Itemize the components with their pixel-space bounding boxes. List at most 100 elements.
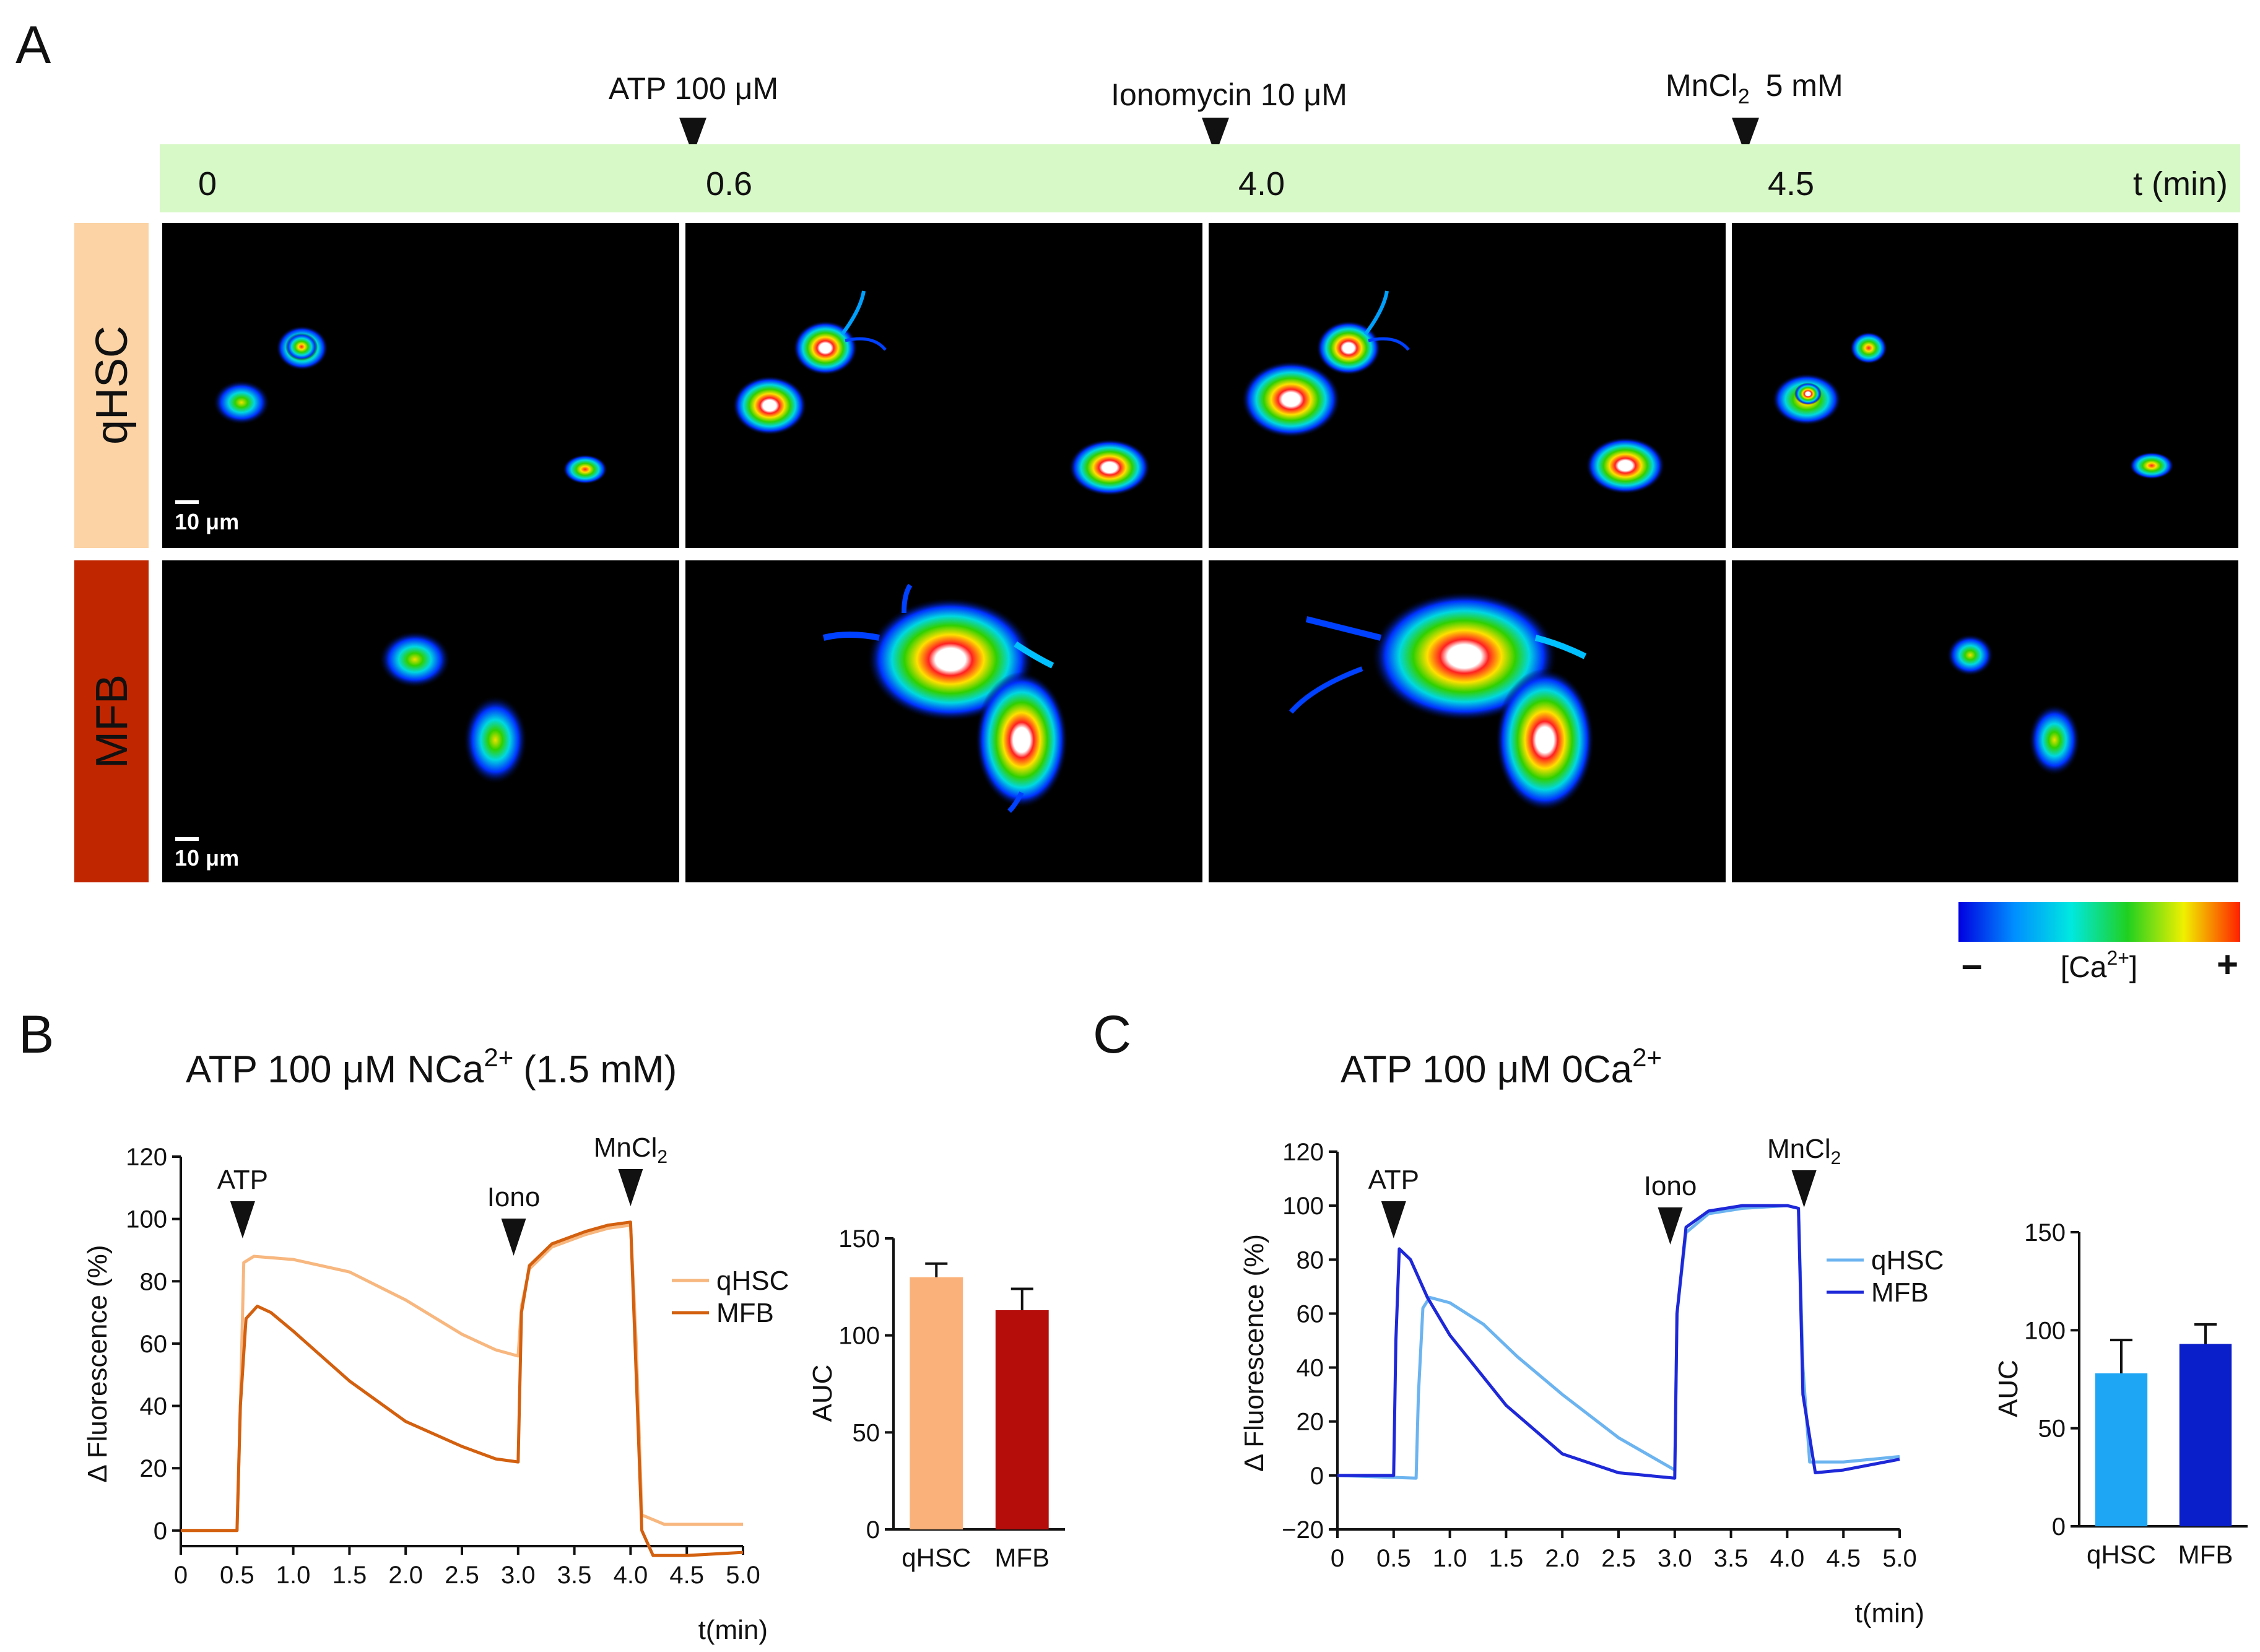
panel-b-title-sup: 2+: [484, 1043, 513, 1072]
panel-b-marker-label: MnCl2: [594, 1132, 667, 1167]
row-label-mfb: MFB: [87, 674, 137, 768]
timeline-tick-2: 4.0: [1238, 165, 1285, 202]
panel-b-y-tick-label: 20: [140, 1455, 168, 1482]
panel-c-series-mfb: [1337, 1204, 1900, 1480]
scalebar-mfb: 10 μm: [175, 845, 239, 871]
panel-b-series-qhsc: [181, 1224, 743, 1532]
colorbar-label-ca: [Ca: [2061, 951, 2107, 984]
panel-c-line-chart: 0 0.5 1.0 1.5 2.0 2.5 3.0 3.5 4.0 4.5 5.0 −20 0 20 40 6…: [1239, 1134, 1944, 1628]
panel-b-letter: B: [19, 1005, 54, 1064]
colorbar-minus: –: [1962, 944, 1982, 985]
panel-c-x-axis-label: t(min): [1855, 1598, 1924, 1628]
panel-b-auc-y-axis-label: AUC: [807, 1365, 838, 1422]
timeline-bar: [160, 144, 2240, 212]
row-label-qhsc: qHSC: [87, 326, 137, 445]
panel-b-marker-label: Iono: [487, 1182, 541, 1212]
panel-c-x-tick-label: 5.0: [1882, 1545, 1917, 1572]
panel-c-x-tick-label: 3.5: [1714, 1545, 1749, 1572]
panel-b-y-tick-label: 40: [140, 1393, 168, 1420]
panel-b-auc-y-tick-label: 100: [838, 1323, 880, 1350]
timeline-tick-3: 4.5: [1768, 165, 1814, 202]
panel-b-auc-bar-qhsc: [910, 1277, 963, 1529]
panel-c-marker-mncl-name: MnCl: [1767, 1134, 1831, 1164]
row-label-qhsc-bg: [74, 223, 149, 548]
panel-b-x-tick-label: 2.0: [388, 1562, 423, 1589]
panel-c-x-tick-label: 2.5: [1601, 1545, 1636, 1572]
panel-b-y-axis-label: Δ Fluorescence (%): [82, 1245, 113, 1483]
panel-b-series-mfb: [181, 1220, 744, 1557]
panel-b-auc-y-tick-label: 50: [853, 1419, 880, 1446]
image-qhsc-t45: [1732, 223, 2238, 548]
panel-b-auc-bar-mfb: [995, 1310, 1049, 1529]
panel-b-marker-label: ATP: [217, 1165, 268, 1195]
panel-b-x-axis-label: t(min): [698, 1615, 768, 1645]
timeline-unit: t (min): [2133, 165, 2228, 202]
panel-b-x-tick-label: 0: [174, 1562, 188, 1589]
treatment-iono-label: Ionomycin 10 μM: [1111, 77, 1347, 112]
panel-c-x-tick-label: 4.0: [1770, 1545, 1805, 1572]
panel-b-x-tick-label: 2.5: [445, 1562, 479, 1589]
treatment-atp-label: ATP 100 μM: [609, 71, 778, 106]
treatment-atp-arrow-icon: [679, 118, 706, 155]
panel-c-marker-label: Iono: [1644, 1171, 1697, 1201]
colorbar-label-sup: 2+: [2106, 947, 2129, 969]
panel-c-auc-category-label: MFB: [2178, 1540, 2233, 1569]
panel-b-title: ATP 100 μM NCa2+ (1.5 mM): [186, 1043, 677, 1091]
panel-b-x-tick-label: 4.5: [669, 1562, 704, 1589]
panel-c-bar-chart: 0 50 100 150 AUC qHSC MFB: [1993, 1219, 2248, 1569]
panel-b-legend-label: MFB: [716, 1298, 774, 1328]
panel-b-auc-y-tick-label: 150: [838, 1225, 880, 1253]
colorbar-label-close: ]: [2129, 951, 2137, 984]
panel-a-letter: A: [15, 15, 51, 75]
panel-c-auc-bar-qhsc: [2095, 1373, 2148, 1526]
panel-c-title-main: ATP 100 μM 0Ca: [1341, 1048, 1633, 1091]
panel-c-marker-label: ATP: [1368, 1165, 1419, 1195]
image-qhsc-t40: [1209, 223, 1726, 548]
image-qhsc-t0: 10 μm: [162, 223, 679, 548]
panel-c-y-tick-label: 0: [1310, 1463, 1324, 1490]
panel-b-marker-arrow-icon: [501, 1219, 526, 1256]
row-label-mfb-bg: [74, 560, 149, 882]
panel-c-marker-label: MnCl2: [1767, 1134, 1841, 1168]
image-mfb-t0: 10 μm: [162, 560, 679, 882]
panel-c-auc-y-axis-label: AUC: [1993, 1360, 2023, 1417]
panel-c-series-qhsc: [1337, 1204, 1900, 1480]
image-mfb-t06: [685, 560, 1202, 882]
timeline-tick-1: 0.6: [706, 165, 752, 202]
panel-c-title: ATP 100 μM 0Ca2+: [1341, 1043, 1662, 1091]
panel-c-y-tick-label: −20: [1282, 1516, 1324, 1544]
treatment-mncl2-sub: 2: [1738, 85, 1750, 108]
panel-c-marker-arrow-icon: [1791, 1170, 1817, 1207]
panel-b-y-tick-label: 100: [126, 1206, 167, 1233]
panel-c-auc-y-tick-label: 50: [2038, 1415, 2066, 1443]
panel-c-x-tick-label: 2.0: [1545, 1545, 1580, 1572]
panel-b-x-tick-label: 3.0: [501, 1562, 536, 1589]
treatment-mncl2-label: MnCl2 5 mM: [1666, 68, 1843, 108]
panel-c-y-tick-label: 40: [1297, 1355, 1324, 1382]
panel-b-y-tick-label: 120: [126, 1144, 167, 1171]
panel-b-marker-arrow-icon: [230, 1201, 255, 1238]
panel-b-auc-y-tick-label: 0: [866, 1516, 880, 1544]
panel-b-x-tick-label: 3.5: [557, 1562, 592, 1589]
panel-c-auc-y-tick-label: 100: [2024, 1317, 2066, 1344]
panel-c-auc-category-label: qHSC: [2087, 1540, 2156, 1569]
image-qhsc-t06: [685, 223, 1202, 548]
calcium-colorbar: [1958, 902, 2240, 942]
treatment-mncl2-name: MnCl: [1666, 68, 1738, 103]
panel-c-y-tick-label: 100: [1282, 1193, 1324, 1220]
image-mfb-t45: [1732, 560, 2238, 882]
colorbar-plus: +: [2217, 944, 2238, 985]
panel-b-auc-category-label: MFB: [994, 1543, 1050, 1572]
panel-b-auc-category-label: qHSC: [902, 1543, 971, 1572]
panel-c-y-tick-label: 20: [1297, 1409, 1324, 1436]
panel-c-y-tick-label: 60: [1297, 1300, 1324, 1328]
panel-b-title-main: ATP 100 μM NCa: [186, 1048, 484, 1091]
panel-c-y-tick-label: 120: [1282, 1139, 1324, 1166]
panel-c-auc-y-tick-label: 150: [2024, 1219, 2066, 1246]
panel-b-y-tick-label: 60: [140, 1331, 168, 1358]
panel-c-legend-label: MFB: [1871, 1277, 1929, 1308]
image-mfb-t40: [1209, 560, 1726, 882]
panel-c-auc-y-tick-label: 0: [2052, 1513, 2066, 1541]
panel-b-marker-arrow-icon: [618, 1169, 643, 1206]
panel-c-x-tick-label: 0: [1331, 1545, 1344, 1572]
